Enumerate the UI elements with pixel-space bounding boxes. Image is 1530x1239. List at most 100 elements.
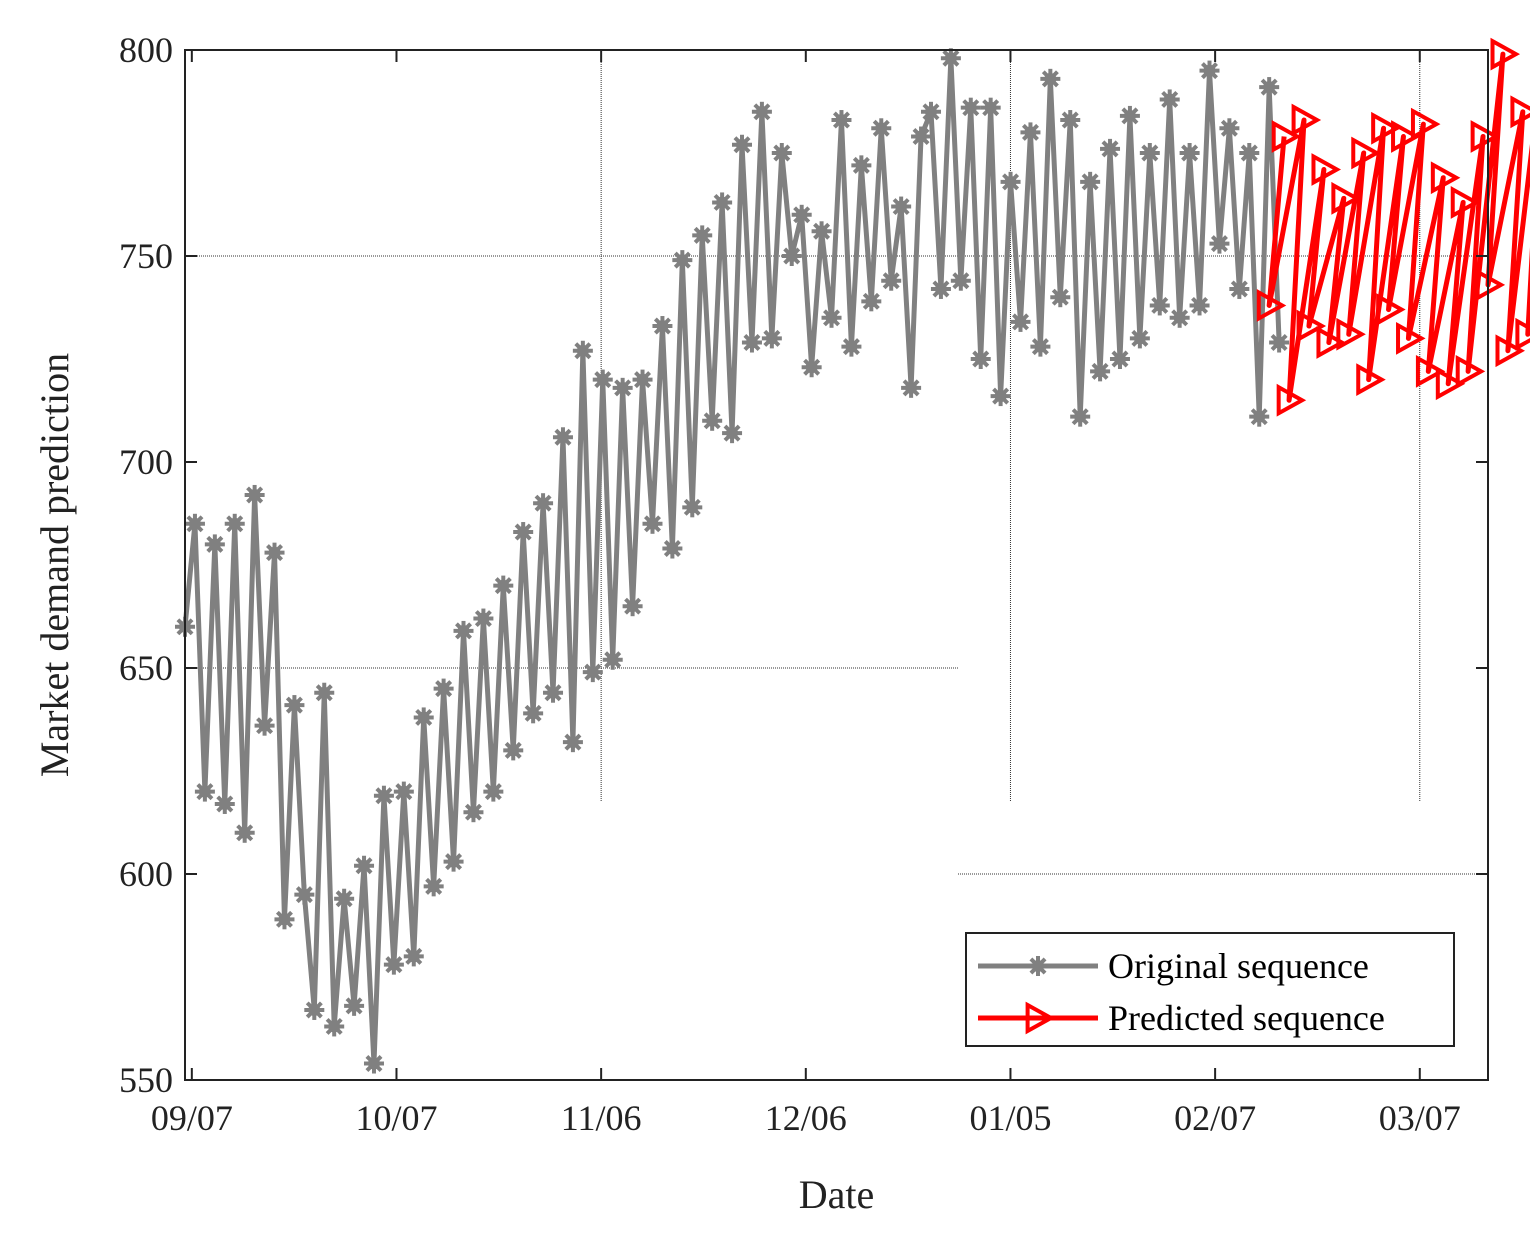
data-point-original <box>801 357 822 378</box>
legend-label: Original sequence <box>1108 946 1369 986</box>
data-point-original <box>851 155 872 176</box>
data-point-original <box>413 707 434 728</box>
data-point-predicted <box>1470 120 1501 153</box>
data-point-original <box>204 534 225 555</box>
data-point-original <box>363 1053 384 1074</box>
data-point-original <box>642 513 663 534</box>
data-point-original <box>712 192 733 213</box>
data-point-original <box>1259 77 1280 98</box>
y-tick-label: 700 <box>119 442 173 482</box>
x-axis-title: Date <box>799 1172 875 1217</box>
data-point-predicted <box>1276 383 1307 417</box>
data-point-original <box>622 596 643 617</box>
data-point-original <box>920 101 941 122</box>
data-point-original <box>592 369 613 390</box>
data-point-original <box>1129 328 1150 349</box>
data-point-original <box>304 999 325 1020</box>
data-point-original <box>930 278 951 299</box>
data-point-original <box>662 538 683 559</box>
data-point-original <box>393 781 414 802</box>
data-point-original <box>1229 278 1250 299</box>
data-point-original <box>911 126 932 147</box>
data-point-original <box>1209 233 1230 254</box>
data-point-original <box>980 97 1001 118</box>
data-point-predicted <box>1311 153 1341 186</box>
data-point-predicted <box>1256 289 1287 322</box>
data-point-original <box>344 995 365 1016</box>
data-point-original <box>940 48 961 69</box>
data-point-original <box>1070 406 1091 427</box>
data-point-original <box>1060 110 1081 131</box>
data-point-predicted <box>1351 136 1381 170</box>
x-tick-label: 11/06 <box>561 1098 642 1138</box>
legend-item-original: Original sequence <box>978 946 1369 986</box>
series-layer <box>175 37 1530 1074</box>
data-point-original <box>543 682 564 703</box>
data-point-original <box>562 732 583 753</box>
data-point-predicted <box>1490 37 1521 71</box>
data-point-original <box>453 620 474 641</box>
data-point-original <box>761 328 782 349</box>
data-point-predicted <box>1495 334 1526 368</box>
data-point-original <box>821 307 842 328</box>
data-point-original <box>234 822 255 843</box>
data-point-predicted <box>1371 111 1401 145</box>
data-point-original <box>990 386 1011 407</box>
data-point-original <box>771 143 792 163</box>
x-tick-label: 03/07 <box>1379 1098 1461 1138</box>
data-point-predicted <box>1455 354 1486 388</box>
data-point-predicted <box>1296 309 1327 343</box>
plot-frame <box>184 49 1489 1081</box>
data-point-original <box>1149 295 1170 316</box>
data-point-original <box>423 876 444 897</box>
data-point-original <box>831 110 852 131</box>
y-tick-label: 800 <box>119 30 173 70</box>
data-point-predicted <box>1396 322 1426 355</box>
data-point-original <box>891 196 912 217</box>
series-predicted-sequence <box>1256 37 1530 417</box>
data-point-original <box>433 678 454 699</box>
data-point-original <box>970 349 991 369</box>
data-point-original <box>1169 307 1190 328</box>
data-point-original <box>463 802 484 823</box>
data-point-original <box>1159 89 1180 110</box>
data-point-original <box>871 118 892 139</box>
legend-item-predicted: Predicted sequence <box>978 998 1385 1038</box>
y-tick-label: 650 <box>119 648 173 688</box>
data-point-predicted <box>1510 95 1530 129</box>
data-point-original <box>194 781 215 802</box>
series-line-predicted-sequence <box>1266 51 1530 403</box>
data-point-original <box>672 250 693 271</box>
x-tick-label: 09/07 <box>151 1098 233 1138</box>
data-point-original <box>722 423 743 444</box>
legend-box <box>965 932 1455 1047</box>
data-point-original <box>1249 406 1270 427</box>
data-point-original <box>1000 171 1021 192</box>
data-point-original <box>383 954 404 975</box>
data-point-original <box>1020 122 1041 143</box>
data-point-original <box>901 377 922 398</box>
data-point-original <box>503 740 524 761</box>
data-point-predicted <box>1356 363 1386 396</box>
data-point-original <box>781 246 802 266</box>
data-point-original <box>314 682 335 703</box>
data-point-original <box>184 513 205 534</box>
y-axis-title: Market demand prediction <box>32 353 77 777</box>
data-point-original <box>1269 332 1290 353</box>
legend-marker-predicted <box>1025 1001 1056 1035</box>
data-point-original <box>483 781 504 802</box>
data-point-original <box>523 703 544 724</box>
data-point-original <box>1090 361 1111 382</box>
data-point-predicted <box>1316 326 1346 359</box>
data-point-original <box>1179 143 1200 163</box>
data-point-original <box>552 427 573 448</box>
data-point-original <box>294 884 315 905</box>
data-point-original <box>1239 143 1260 163</box>
data-point-original <box>443 851 464 872</box>
data-point-predicted <box>1450 186 1481 219</box>
data-point-original <box>692 225 713 246</box>
data-point-original <box>244 484 265 505</box>
data-point-original <box>741 332 762 353</box>
data-point-original <box>284 695 305 716</box>
